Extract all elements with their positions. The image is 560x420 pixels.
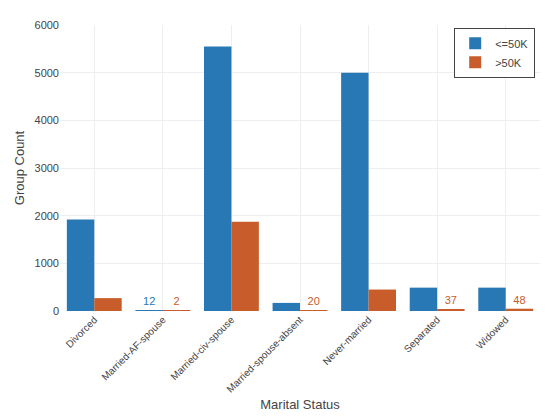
svg-text:Married-spouse-absent: Married-spouse-absent — [224, 314, 305, 395]
svg-text:Married-civ-spouse: Married-civ-spouse — [168, 314, 236, 382]
svg-text:<=50K: <=50K — [495, 38, 528, 50]
svg-text:3000: 3000 — [35, 162, 59, 174]
svg-text:20: 20 — [308, 295, 320, 307]
svg-text:2: 2 — [174, 295, 180, 307]
svg-text:Group Count: Group Count — [12, 130, 27, 205]
svg-text:4000: 4000 — [35, 114, 59, 126]
svg-text:0: 0 — [53, 305, 59, 317]
svg-text:>50K: >50K — [495, 57, 522, 69]
svg-text:5000: 5000 — [35, 67, 59, 79]
svg-text:Never-married: Never-married — [321, 314, 374, 367]
svg-text:Widowed: Widowed — [474, 314, 511, 351]
svg-text:1000: 1000 — [35, 257, 59, 269]
svg-text:Separated: Separated — [402, 314, 442, 354]
svg-text:12: 12 — [143, 295, 155, 307]
svg-text:Married-AF-spouse: Married-AF-spouse — [100, 314, 169, 383]
svg-text:Marital Status: Marital Status — [260, 397, 340, 412]
svg-text:Divorced: Divorced — [64, 314, 100, 350]
svg-text:37: 37 — [445, 294, 457, 306]
svg-text:2000: 2000 — [35, 210, 59, 222]
svg-text:48: 48 — [513, 294, 525, 306]
svg-text:6000: 6000 — [35, 19, 59, 31]
